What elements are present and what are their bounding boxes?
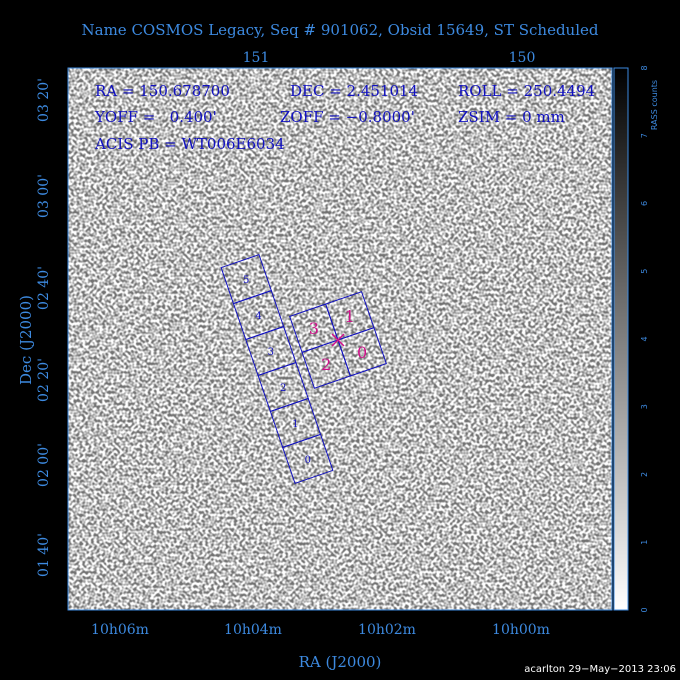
i-chip-label: 2 — [321, 355, 331, 374]
header-acis: ACIS PB = WT006E6034 — [94, 135, 285, 153]
title: Name COSMOS Legacy, Seq # 901062, Obsid … — [82, 21, 599, 39]
s-chip-label: 2 — [280, 383, 286, 394]
aimpoint — [331, 333, 345, 347]
colorbar-tick-label: 7 — [640, 133, 649, 138]
y-label: Dec (J2000) — [17, 295, 35, 385]
colorbar-tick-label: 5 — [640, 269, 649, 274]
colorbar-tick-label: 2 — [640, 472, 649, 477]
left-tick-label: 03 20' — [36, 78, 52, 122]
header-yoff: YOFF = 0.400' — [94, 108, 217, 126]
plot-frame — [67, 67, 613, 611]
s-chip-label: 0 — [305, 455, 311, 466]
s-chip-label: 5 — [243, 275, 249, 286]
colorbar-label: RASS counts — [650, 80, 659, 130]
header-zsim: ZSIM = 0 mm — [458, 108, 565, 126]
s-chip-label: 1 — [292, 419, 298, 430]
x-label: RA (J2000) — [299, 653, 382, 671]
colorbar-tick-label: 8 — [640, 65, 649, 70]
top-tick-label: 151 — [243, 50, 270, 66]
s-chip-label: 3 — [268, 347, 274, 358]
left-tick-label: 02 00' — [36, 443, 52, 487]
header-zoff: ZOFF = −0.8000' — [280, 108, 415, 126]
footer: acarlton 29−May−2013 23:06 — [524, 664, 676, 675]
left-tick-label: 02 40' — [36, 266, 52, 310]
top-tick-label: 150 — [509, 50, 536, 66]
colorbar-tick-label: 4 — [640, 336, 649, 341]
left-tick-label: 02 20' — [36, 358, 52, 402]
colorbar-tick-label: 1 — [640, 540, 649, 545]
s-chip-label: 4 — [255, 311, 261, 322]
colorbar-tick-label: 6 — [640, 201, 649, 206]
bottom-tick-label: 10h00m — [492, 622, 550, 638]
colorbar-tick-label: 0 — [640, 607, 649, 612]
i-chip-label: 3 — [309, 319, 319, 338]
header-dec: DEC = 2.451014 — [290, 82, 418, 100]
bottom-tick-label: 10h02m — [358, 622, 416, 638]
bottom-tick-label: 10h06m — [91, 622, 149, 638]
acis-i: 3 1 2 0 — [289, 291, 387, 389]
bottom-tick-label: 10h04m — [224, 622, 282, 638]
i-chip — [337, 326, 387, 377]
i-chip-label: 1 — [345, 307, 355, 326]
left-tick-label: 01 40' — [36, 533, 52, 577]
colorbar-tick-label: 3 — [640, 404, 649, 409]
s-chip — [220, 254, 272, 305]
left-tick-label: 03 00' — [36, 174, 52, 218]
colorbar — [613, 67, 629, 611]
i-chip-label: 0 — [357, 343, 367, 362]
header-ra: RA = 150.678700 — [95, 82, 230, 100]
header-roll: ROLL = 250.4494 — [458, 82, 595, 100]
